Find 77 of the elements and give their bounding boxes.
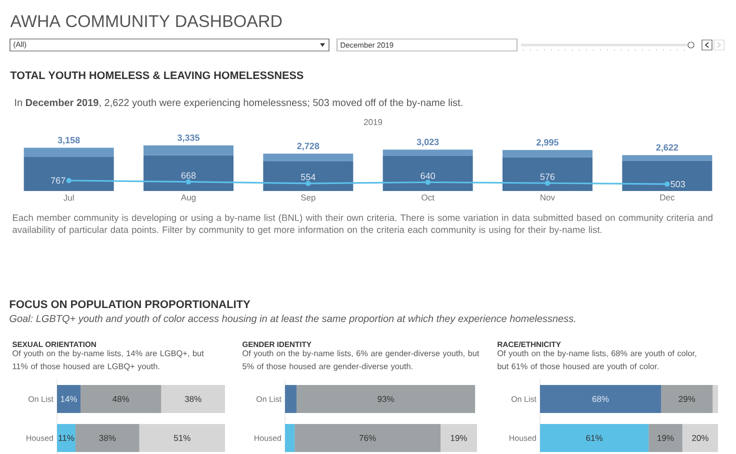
chart-subtitle: Of youth on the by-name lists, 6% are gender-diverse youth, but 5% of those housed are gender-diverse youth. <box>242 350 480 371</box>
chart-subtitle: In December 2019, 2,622 youth were experiencing homelessness; 503 moved off of the by-name list. <box>15 98 462 108</box>
data-label: 76% <box>360 434 376 441</box>
y-tick-label: On List <box>28 396 54 402</box>
bar <box>661 384 713 413</box>
bar <box>502 157 592 191</box>
data-label: 20% <box>692 434 708 441</box>
bar <box>161 384 226 413</box>
chart-title: TOTAL YOUTH HOMELESS & LEAVING HOMELESSNESS <box>10 71 304 80</box>
bar <box>540 424 649 452</box>
x-tick-label: Jul <box>64 194 74 201</box>
data-label: 640 <box>420 172 435 180</box>
bar <box>382 156 473 191</box>
x-tick-label: Dec <box>660 194 674 200</box>
y-tick-label: On List <box>512 396 536 402</box>
bar <box>622 160 712 191</box>
bar <box>75 424 140 452</box>
bar <box>502 150 592 158</box>
bar <box>285 384 297 413</box>
data-label: 68% <box>592 396 609 402</box>
text: Each member community is developing or using a by-name list (BNL) with their own criteria. There is some variation in data submitted based on community criteria and availability of particular data points. Filter by community to get more information on the criteria each community is using for their by-name list. <box>12 214 712 235</box>
data-label: 61% <box>586 434 602 441</box>
total-label: 3,158 <box>58 136 80 145</box>
text: Goal: LGBTQ+ youth and youth of color access housing in at least the same proportion at which they experience homelessness. <box>10 314 576 324</box>
data-label: 38% <box>99 434 116 441</box>
data-label: 554 <box>301 174 316 180</box>
chart-subtitle: Of youth on the by-name lists, 14% are LGBQ+, but 11% of those housed are LGBQ+ youth. <box>12 350 204 371</box>
bar <box>285 424 295 452</box>
bar <box>24 148 114 157</box>
x-tick-label: Sep <box>301 194 316 202</box>
y-tick-label: On List <box>256 396 282 402</box>
data-label: 503 <box>670 180 685 188</box>
total-label: 2,995 <box>536 139 559 147</box>
text: AWHA COMMUNITY DASHBOARD <box>10 15 282 28</box>
y-tick-label: Housed <box>254 435 281 441</box>
bar <box>440 424 477 452</box>
text: FOCUS ON POPULATION PROPORTIONALITY <box>10 300 250 308</box>
bar <box>263 154 354 162</box>
bar <box>682 424 718 452</box>
bar <box>382 150 473 156</box>
bar <box>263 161 354 191</box>
x-tick-label: Nov <box>540 194 556 200</box>
bar <box>294 424 441 452</box>
bar <box>24 156 114 191</box>
bar <box>622 155 712 161</box>
data-label: 14% <box>60 396 77 402</box>
bar <box>712 384 718 413</box>
data-label: 668 <box>181 172 196 179</box>
data-label: 38% <box>184 396 202 402</box>
data-label: 48% <box>112 396 130 402</box>
chart-subtitle: Of youth on the by-name lists, 68% are youth of color, but 61% of those housed are youth of color. <box>498 350 696 371</box>
bar <box>57 424 76 452</box>
bar <box>540 384 662 413</box>
total-label: 3,023 <box>416 138 439 146</box>
data-label: 11% <box>58 435 74 441</box>
x-tick-label: Oct <box>422 194 434 201</box>
x-axis-title: 2019 <box>364 119 382 126</box>
bar <box>139 424 226 452</box>
y-tick-label: Housed <box>510 435 536 441</box>
x-tick-label: Aug <box>180 194 196 202</box>
total-label: 2,622 <box>656 144 678 152</box>
total-label: 3,335 <box>177 134 200 142</box>
bar <box>80 384 162 413</box>
bar <box>144 155 234 191</box>
bar <box>57 384 81 413</box>
data-label: 29% <box>678 396 696 402</box>
bar <box>296 384 476 413</box>
bar <box>144 145 234 156</box>
data-label: 19% <box>450 434 467 441</box>
bar <box>648 424 682 452</box>
data-label: 93% <box>378 396 394 402</box>
y-tick-label: Housed <box>26 435 53 441</box>
total-label: 2,728 <box>297 142 320 150</box>
data-label: 767 <box>51 177 66 184</box>
data-label: 19% <box>658 434 674 441</box>
data-label: 576 <box>540 174 555 180</box>
data-label: 51% <box>174 434 190 441</box>
